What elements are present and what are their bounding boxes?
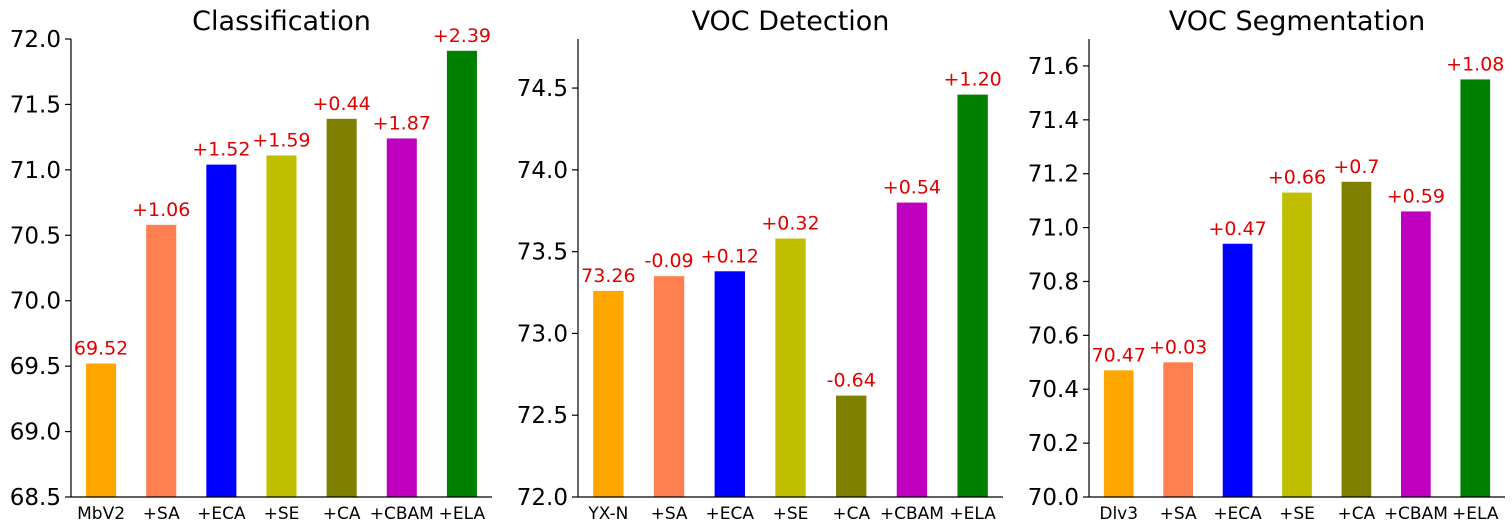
data-label: +0.66 xyxy=(1268,167,1326,189)
chart-title: Classification xyxy=(192,6,371,37)
bar xyxy=(1401,211,1431,497)
x-tick-label: Dlv3 xyxy=(1099,504,1138,524)
bar xyxy=(146,224,177,497)
x-tick-label: +SE xyxy=(773,504,809,524)
x-tick-label: +SE xyxy=(264,504,300,524)
bar xyxy=(836,395,867,497)
bar xyxy=(266,155,297,497)
y-tick-label: 72.5 xyxy=(517,403,568,429)
data-label: -0.64 xyxy=(827,370,876,392)
bar xyxy=(1460,79,1491,497)
y-tick-label: 69.5 xyxy=(10,354,61,380)
bar xyxy=(1103,370,1134,497)
y-tick-label: 70.6 xyxy=(1028,323,1079,349)
y-tick-label: 70.0 xyxy=(10,289,61,315)
data-label: +0.44 xyxy=(313,93,371,115)
y-tick-label: 71.0 xyxy=(10,158,61,184)
data-label: +1.06 xyxy=(132,199,190,221)
data-label: -0.09 xyxy=(644,250,693,272)
data-label: +1.20 xyxy=(944,69,1002,91)
data-label: +1.52 xyxy=(192,139,250,161)
x-tick-label: +SA xyxy=(143,504,180,524)
x-tick-label: +ECA xyxy=(1213,504,1262,524)
x-tick-label: +ECA xyxy=(197,504,246,524)
bar xyxy=(653,276,685,497)
data-label: +1.08 xyxy=(1446,53,1504,75)
bar xyxy=(446,50,477,498)
x-tick-label: +ECA xyxy=(706,504,755,524)
bar xyxy=(1282,192,1312,498)
y-tick-label: 68.5 xyxy=(10,485,61,511)
y-tick-label: 69.0 xyxy=(10,420,61,446)
y-tick-label: 71.2 xyxy=(1028,162,1079,188)
y-tick-label: 71.0 xyxy=(1028,216,1079,242)
x-tick-label: +SE xyxy=(1279,504,1315,524)
data-label: +0.32 xyxy=(761,213,819,235)
x-tick-label: +ELA xyxy=(439,504,486,524)
x-tick-label: +CA xyxy=(1338,504,1376,524)
data-label: +1.59 xyxy=(252,129,310,151)
data-label: +1.87 xyxy=(373,112,431,134)
x-tick-label: +CBAM xyxy=(880,504,944,524)
bar xyxy=(714,271,745,497)
y-tick-label: 70.2 xyxy=(1028,431,1079,457)
bar xyxy=(206,164,237,497)
x-tick-label: YX-N xyxy=(587,504,628,524)
x-tick-label: +CA xyxy=(323,504,361,524)
data-label: +2.39 xyxy=(433,25,491,47)
x-tick-label: +ELA xyxy=(1452,504,1499,524)
bar xyxy=(896,202,928,498)
bar xyxy=(86,363,117,497)
bar xyxy=(1163,362,1193,497)
x-tick-label: +CBAM xyxy=(1384,504,1448,524)
y-tick-label: 70.4 xyxy=(1028,377,1079,403)
y-tick-label: 72.0 xyxy=(10,27,61,53)
bar xyxy=(593,290,624,497)
y-tick-label: 74.0 xyxy=(517,158,568,184)
data-label: +0.7 xyxy=(1333,156,1379,178)
x-tick-label: +SA xyxy=(1160,504,1197,524)
data-label: +0.54 xyxy=(883,177,941,199)
y-tick-label: 70.8 xyxy=(1028,269,1079,295)
y-tick-label: 72.0 xyxy=(517,485,568,511)
bar xyxy=(1341,181,1372,497)
x-tick-label: +SA xyxy=(651,504,688,524)
y-tick-label: 70.5 xyxy=(10,223,61,249)
data-label: 70.47 xyxy=(1092,344,1146,366)
bar xyxy=(386,138,417,498)
data-label: 73.26 xyxy=(581,265,635,287)
data-label: +0.03 xyxy=(1149,336,1207,358)
bar xyxy=(326,118,357,497)
data-label: +0.59 xyxy=(1387,185,1445,207)
data-label: 69.52 xyxy=(74,338,128,360)
y-tick-label: 73.5 xyxy=(517,240,568,266)
x-tick-label: +CBAM xyxy=(370,504,434,524)
data-label: +0.12 xyxy=(701,245,759,267)
bar xyxy=(1222,243,1253,497)
y-tick-label: 71.5 xyxy=(10,92,61,118)
x-tick-label: MbV2 xyxy=(77,504,125,524)
bar xyxy=(775,238,806,498)
y-tick-label: 74.5 xyxy=(517,76,568,102)
chart-title: VOC Detection xyxy=(692,6,890,37)
y-tick-label: 73.0 xyxy=(517,321,568,347)
y-tick-label: 71.6 xyxy=(1028,54,1079,80)
x-tick-label: +CA xyxy=(832,504,870,524)
y-tick-label: 71.4 xyxy=(1028,108,1079,134)
y-tick-label: 70.0 xyxy=(1028,485,1079,511)
chart-title: VOC Segmentation xyxy=(1169,6,1425,37)
bar xyxy=(957,94,988,497)
data-label: +0.47 xyxy=(1208,218,1266,240)
x-tick-label: +ELA xyxy=(949,504,996,524)
